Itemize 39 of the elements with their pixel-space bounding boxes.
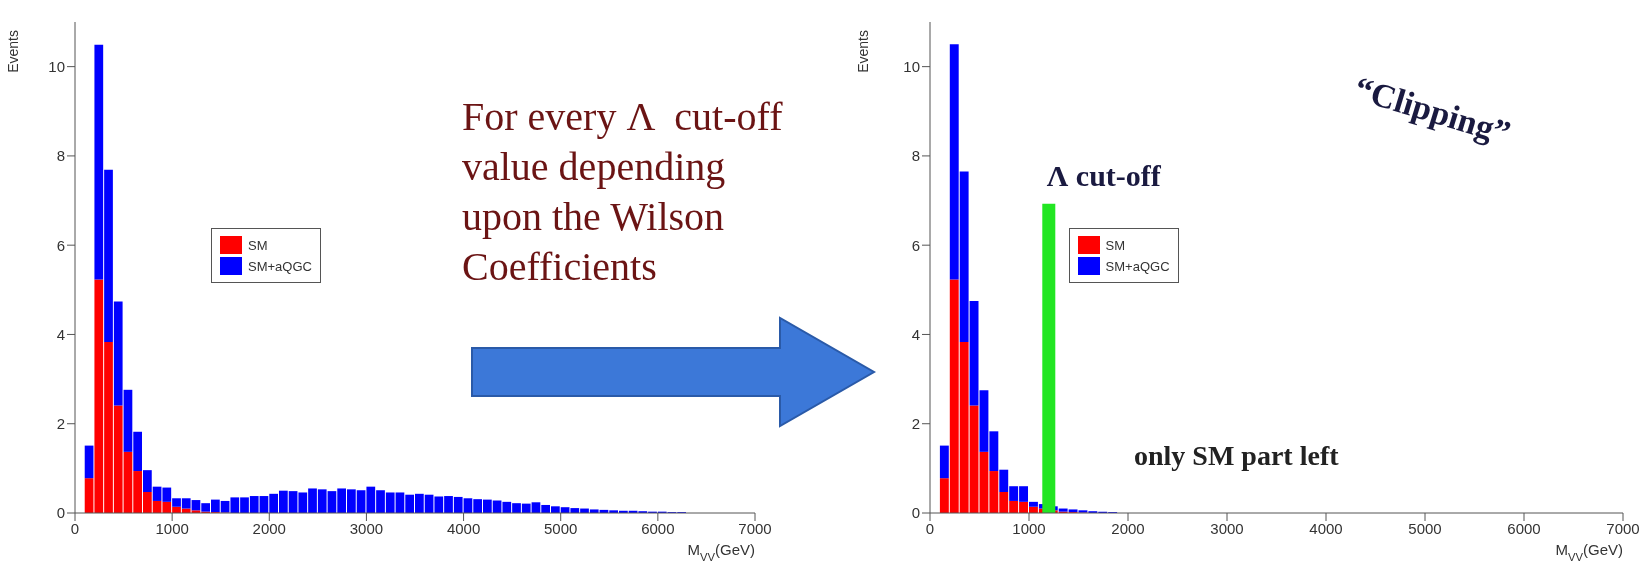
y-tick-label: 10 — [48, 57, 65, 75]
x-axis-title: M$_{VV}$(GeV) — [687, 541, 755, 563]
ref-line-label: Λ cut-off — [1046, 158, 1162, 192]
y-tick-label: 8 — [911, 147, 920, 165]
x-tick-label: 1000 — [155, 519, 189, 537]
legend-label: SM — [1105, 237, 1126, 253]
x-axis-title: M$_{VV}$(GeV) — [1555, 541, 1623, 563]
x-tick-label: 0 — [70, 519, 80, 537]
legend-label: SM — [248, 237, 268, 253]
y-tick-label: 4 — [56, 325, 65, 343]
y-tick-label: 6 — [56, 236, 65, 254]
x-tick-label: 1000 — [1012, 519, 1046, 537]
y-tick-label: 0 — [911, 504, 920, 522]
x-tick-label: 4000 — [1309, 519, 1343, 537]
annotation: only SM part left — [1134, 440, 1339, 472]
y-tick-label: 2 — [56, 415, 65, 433]
legend-label: SM+aQGC — [248, 258, 312, 274]
x-tick-label: 2000 — [252, 519, 286, 537]
x-tick-label: 3000 — [1210, 519, 1244, 537]
x-tick-label: 6000 — [1507, 519, 1541, 537]
x-tick-label: 3000 — [349, 519, 384, 537]
y-axis-title: Events — [5, 30, 21, 73]
y-tick-label: 8 — [56, 147, 65, 165]
x-tick-label: 6000 — [641, 519, 675, 537]
legend-label: SM+aQGC — [1105, 258, 1170, 274]
x-tick-label: 4000 — [446, 519, 481, 537]
x-tick-label: 7000 — [1606, 519, 1640, 537]
y-tick-label: 10 — [903, 57, 920, 75]
x-tick-label: 7000 — [738, 519, 772, 537]
x-tick-label: 2000 — [1111, 519, 1145, 537]
y-tick-label: 2 — [911, 415, 920, 433]
y-tick-label: 4 — [911, 325, 920, 343]
y-axis-title: Events — [855, 30, 871, 73]
annotation: For every Λ cut-off value depending upon the Wilson Coefficients — [462, 92, 784, 292]
y-tick-label: 6 — [911, 236, 920, 254]
x-tick-label: 0 — [925, 519, 935, 537]
x-tick-label: 5000 — [544, 519, 578, 537]
y-tick-label: 0 — [56, 504, 65, 522]
x-tick-label: 5000 — [1408, 519, 1442, 537]
